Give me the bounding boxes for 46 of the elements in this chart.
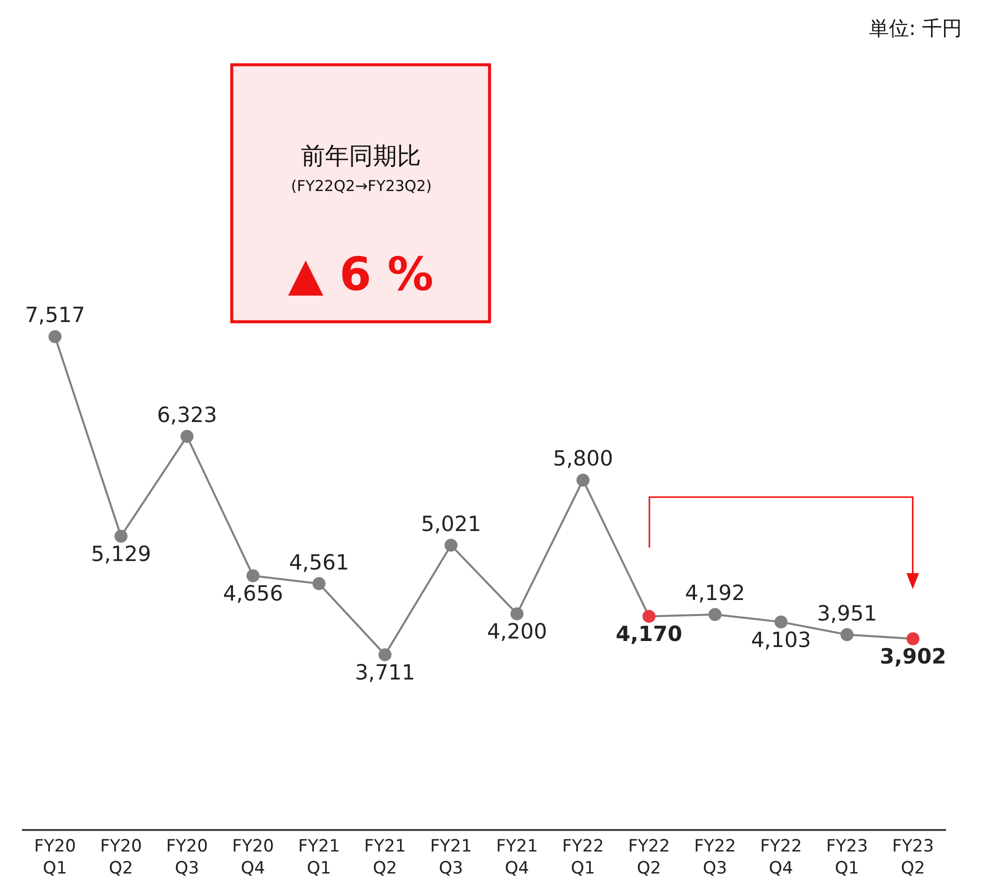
x-tick-label: FY22 Q3 xyxy=(694,836,736,878)
text: 単位: 千円 xyxy=(869,16,962,40)
point xyxy=(576,474,590,487)
data-label: 6,323 xyxy=(156,403,218,428)
point xyxy=(246,569,260,582)
x-tick-label: FY20 Q1 xyxy=(34,836,76,878)
data-label: 4,103 xyxy=(750,628,812,652)
x-tick-label: FY21 Q2 xyxy=(364,836,406,878)
x-tick-label: FY23 Q2 xyxy=(892,836,934,878)
x-tick-label: FY20 Q2 xyxy=(100,836,142,878)
x-tick-label: FY22 Q1 xyxy=(562,836,604,878)
x-tick-label: FY21 Q3 xyxy=(430,836,472,878)
data-label: 4,561 xyxy=(288,550,350,574)
text: ▲ 6 % xyxy=(288,247,434,301)
point xyxy=(642,610,656,623)
x-tick-label: FY23 Q1 xyxy=(826,836,868,878)
point xyxy=(840,628,854,642)
x-tick-label: FY22 Q2 xyxy=(628,836,670,878)
x-tick-label: FY22 Q4 xyxy=(760,836,802,878)
x-tick-label: FY20 Q4 xyxy=(232,836,274,878)
data-label: 5,021 xyxy=(420,512,482,536)
data-label: 5,800 xyxy=(552,446,614,471)
point xyxy=(312,577,326,590)
data-label: 3,711 xyxy=(354,660,416,685)
point xyxy=(510,607,524,620)
text: 前年同期比 xyxy=(301,142,421,170)
text: (FY22Q2→FY23Q2) xyxy=(291,177,432,195)
point xyxy=(774,615,788,628)
x-tick-label: FY21 Q1 xyxy=(298,836,340,878)
point xyxy=(180,430,194,443)
point xyxy=(48,330,62,344)
data-label: 3,902 xyxy=(880,644,946,669)
point xyxy=(708,608,722,621)
data-label: 4,656 xyxy=(222,582,284,606)
data-label: 4,170 xyxy=(616,622,682,646)
point xyxy=(114,530,128,543)
data-label: 4,200 xyxy=(486,620,548,644)
data-label: 7,517 xyxy=(24,303,86,328)
point xyxy=(906,632,920,646)
x-tick-label: FY21 Q4 xyxy=(496,836,538,878)
data-label: 5,129 xyxy=(90,542,152,566)
x-tick-label: FY20 Q3 xyxy=(166,836,208,878)
data-label: 3,951 xyxy=(816,601,878,626)
point xyxy=(378,648,392,662)
data-label: 4,192 xyxy=(684,581,746,606)
point xyxy=(444,538,458,552)
